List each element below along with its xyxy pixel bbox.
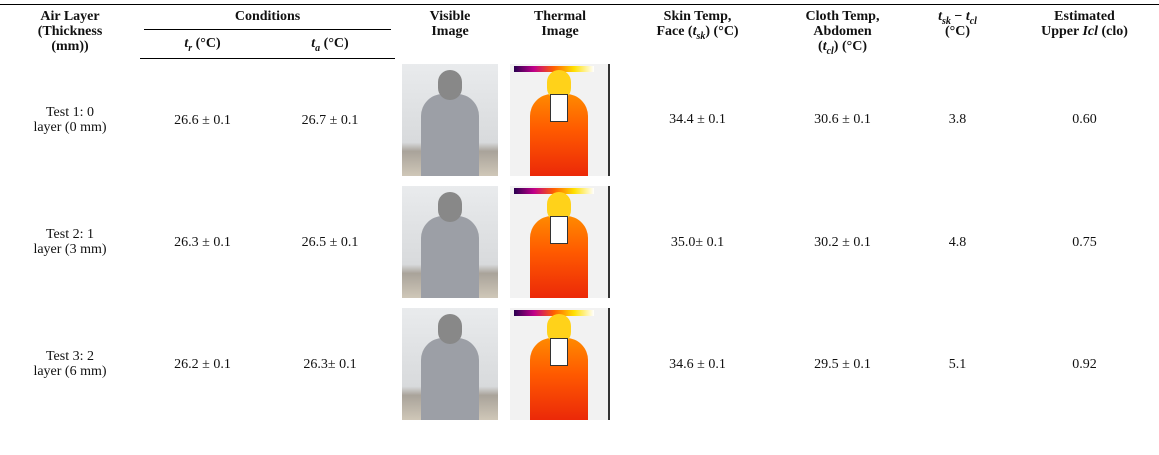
skin-temp: 35.0± 0.1: [670, 234, 725, 250]
visible-image: [402, 308, 499, 420]
header-skin: Skin Temp, Face (tsk) (°C): [615, 4, 781, 59]
label-line: layer (3 mm): [33, 242, 107, 257]
header-visible: Visible Image: [395, 4, 506, 59]
row-label: Test 1: 0 layer (0 mm): [0, 59, 140, 182]
skin-temp: 34.4 ± 0.1: [669, 112, 726, 128]
label-line: layer (0 mm): [33, 119, 107, 135]
row-label: Test 3: 2 layer (6 mm): [0, 303, 140, 425]
header-thermal: Thermal Image: [505, 4, 616, 59]
label-line: Test 1: 0: [45, 104, 94, 120]
results-table: Air Layer (Thickness (mm)) Conditions Visi…: [0, 4, 1159, 425]
temp-diff: 3.8: [948, 112, 967, 128]
header-cloth: Cloth Temp, Abdomen (tcl) (°C): [780, 4, 906, 59]
tr-value: 26.2 ± 0.1: [174, 356, 231, 372]
table-row: Test 3: 2 layer (6 mm) 26.2 ± 0.1 26.3± 0.1…: [0, 303, 1159, 425]
visible-image-cell: [395, 181, 505, 303]
label-line: Test 2: 1: [45, 227, 94, 242]
thermal-image: [510, 186, 611, 298]
ta-value: 26.3± 0.1: [303, 356, 357, 372]
tr-value: 26.3 ± 0.1: [174, 234, 231, 250]
thermal-image-cell: [505, 181, 615, 303]
thermal-image-cell: [505, 303, 615, 425]
header-tr: tr (°C): [140, 34, 265, 59]
header-conditions: Conditions: [140, 4, 396, 34]
header-ta: ta (°C): [265, 34, 396, 59]
icl-value: 0.60: [1072, 112, 1097, 128]
visible-image-cell: [395, 303, 505, 425]
visible-image: [402, 186, 499, 298]
visible-image: [402, 63, 499, 176]
tr-value: 26.6 ± 0.1: [174, 112, 231, 128]
header-air-layer: Air Layer (Thickness (mm)): [0, 4, 140, 59]
thermal-image: [510, 63, 611, 176]
icl-value: 0.75: [1072, 234, 1097, 250]
table-row: Test 2: 1 layer (3 mm) 26.3 ± 0.1 26.5 ± 0.…: [0, 181, 1159, 303]
cloth-temp: 29.5 ± 0.1: [814, 356, 871, 372]
thermal-image-cell: [505, 59, 615, 182]
table-row: Test 1: 0 layer (0 mm) 26.6 ± 0.1 26.7 ± 0.…: [0, 59, 1159, 182]
skin-temp: 34.6 ± 0.1: [669, 356, 726, 372]
temp-diff: 4.8: [948, 234, 967, 250]
table-body: Test 1: 0 layer (0 mm) 26.6 ± 0.1 26.7 ± 0.…: [0, 59, 1159, 426]
thermal-image: [510, 308, 611, 420]
visible-image-cell: [395, 59, 505, 182]
header-icl: Estimated Upper Icl (clo): [1010, 4, 1159, 59]
cloth-temp: 30.6 ± 0.1: [814, 112, 871, 128]
label-line: Test 3: 2: [45, 349, 94, 364]
cloth-temp: 30.2 ± 0.1: [814, 234, 871, 250]
header-diff: tsk − tcl (°C): [905, 4, 1011, 59]
row-label: Test 2: 1 layer (3 mm): [0, 181, 140, 303]
label-line: layer (6 mm): [33, 364, 107, 379]
ta-value: 26.5 ± 0.1: [301, 234, 359, 250]
ta-value: 26.7 ± 0.1: [301, 112, 359, 128]
icl-value: 0.92: [1072, 356, 1097, 372]
temp-diff: 5.1: [948, 356, 967, 372]
